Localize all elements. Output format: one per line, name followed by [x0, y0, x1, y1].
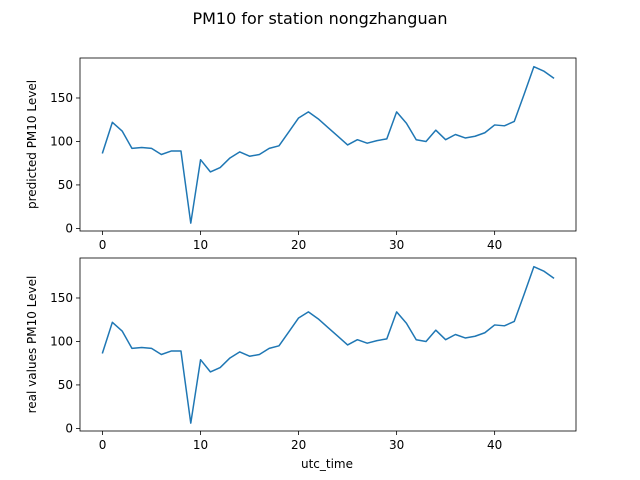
y-tick-label: 150 — [50, 291, 73, 305]
y-tick-label: 0 — [65, 221, 73, 235]
x-tick-label: 20 — [291, 238, 306, 252]
predicted-subplot: 0 10 20 30 40 0 50 100 150 predicted PM10 Level — [25, 57, 577, 252]
x-tick-label: 0 — [99, 238, 107, 252]
x-tick-label: 10 — [193, 438, 208, 452]
x-tick-label: 40 — [487, 238, 502, 252]
x-tick-label: 30 — [389, 438, 404, 452]
x-axis-label: utc_time — [301, 457, 353, 471]
x-tick-label: 40 — [487, 438, 502, 452]
y-tick-label: 0 — [65, 421, 73, 435]
y-tick-label: 150 — [50, 91, 73, 105]
axes-frame — [79, 57, 577, 232]
pm10-series-line-1 — [101, 265, 555, 424]
y-tick-label: 50 — [58, 178, 73, 192]
y-tick-label: 50 — [58, 378, 73, 392]
y-tick-label: 100 — [50, 334, 73, 348]
x-tick-label: 0 — [99, 438, 107, 452]
x-tick-label: 30 — [389, 238, 404, 252]
y-tick-label: 100 — [50, 134, 73, 148]
axes-frame — [79, 257, 577, 432]
x-tick-label: 20 — [291, 438, 306, 452]
y-axis-label: real values PM10 Level — [25, 276, 39, 414]
x-tick-label: 10 — [193, 238, 208, 252]
figure-title: PM10 for station nongzhanguan — [192, 9, 447, 28]
pm10-series-line-0 — [101, 65, 555, 224]
y-axis-label: predicted PM10 Level — [25, 80, 39, 209]
real-values-subplot: 0 10 20 30 40 0 50 100 150 real values PM10 Level — [25, 257, 577, 452]
